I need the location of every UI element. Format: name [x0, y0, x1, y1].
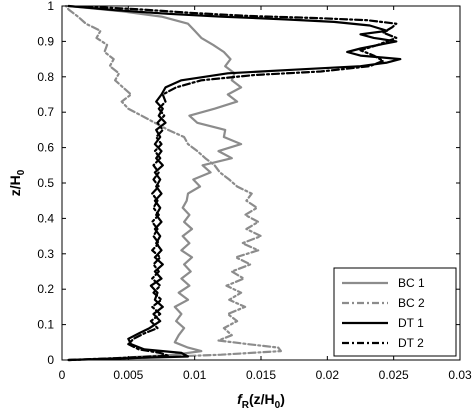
- y-tick-label: 0.5: [37, 176, 54, 190]
- y-tick-label: 0: [47, 353, 54, 367]
- series-bc-1: [67, 4, 243, 362]
- legend-label: BC 2: [398, 296, 425, 310]
- y-tick-label: 0.7: [37, 105, 54, 119]
- x-axis-label-main: f: [237, 391, 243, 407]
- legend-label: DT 1: [398, 316, 424, 330]
- x-axis-label: fR(z/H0): [237, 391, 285, 411]
- y-axis-label-sub: 0: [16, 169, 27, 175]
- y-axis-label: z/H0: [7, 169, 27, 196]
- x-tick-label: 0.025: [379, 368, 409, 382]
- x-axis-label-sub1: R: [242, 400, 250, 411]
- y-axis-label-main: z/H: [7, 175, 23, 196]
- legend-label: DT 2: [398, 336, 424, 350]
- x-tick-label: 0: [59, 368, 66, 382]
- legend-label: BC 1: [398, 276, 425, 290]
- x-tick-label: 0.03: [448, 368, 472, 382]
- y-tick-label: 0.1: [37, 318, 54, 332]
- x-tick-label: 0.02: [316, 368, 340, 382]
- x-tick-label: 0.015: [246, 368, 276, 382]
- y-tick-label: 0.3: [37, 247, 54, 261]
- legend: BC 1 BC 2 DT 1 DT 2: [333, 267, 457, 357]
- y-tick-label: 0.4: [37, 211, 54, 225]
- series-bc-2: [64, 4, 282, 362]
- y-tick-label: 0.8: [37, 70, 54, 84]
- y-tick-label: 0.2: [37, 282, 54, 296]
- series-dt-2: [67, 5, 398, 362]
- x-axis-label-mid: (z/H: [249, 391, 275, 407]
- y-tick-label: 0.6: [37, 141, 54, 155]
- x-axis-label-end: ): [280, 391, 285, 407]
- series-layer: [64, 4, 402, 362]
- tick-layer: 0 0.005 0.01 0.015 0.02 0.025 0.03 0 0.1 0.2 0.3 0.…: [37, 0, 472, 382]
- x-axis-label-sub2: 0: [275, 400, 281, 411]
- y-tick-label: 0.9: [37, 34, 54, 48]
- x-tick-label: 0.01: [183, 368, 207, 382]
- x-tick-label: 0.005: [113, 368, 143, 382]
- y-tick-label: 1: [47, 0, 54, 13]
